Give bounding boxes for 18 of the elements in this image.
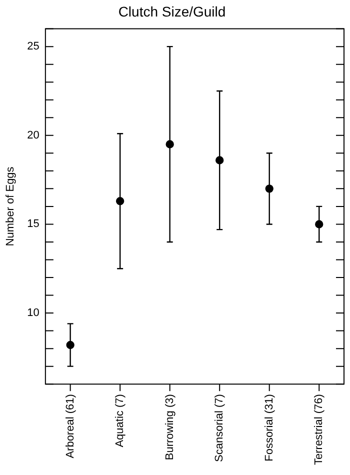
point [66, 340, 74, 350]
y-axis-title: Number of Eggs [4, 166, 17, 246]
point [265, 184, 274, 193]
point [166, 140, 174, 148]
point [216, 156, 224, 164]
x-tick-label: Aquatic (7) [114, 394, 126, 448]
x-tick-label: Arboreal (61) [64, 394, 76, 458]
chart-title: Clutch Size/Guild [118, 3, 226, 20]
x-tick-label: Terrestrial (76) [313, 394, 326, 465]
x-tick-label: Burrowing (3) [164, 394, 176, 460]
x-tick-label: Fossorial (31) [263, 394, 276, 462]
y-tick-label: 20 [27, 129, 40, 142]
point [315, 220, 324, 228]
y-tick-label: 15 [27, 218, 40, 230]
point [116, 197, 124, 206]
y-tick-label: 25 [27, 40, 40, 53]
x-tick-label: Scansorial (7) [214, 394, 226, 462]
y-tick-label: 10 [27, 307, 40, 320]
